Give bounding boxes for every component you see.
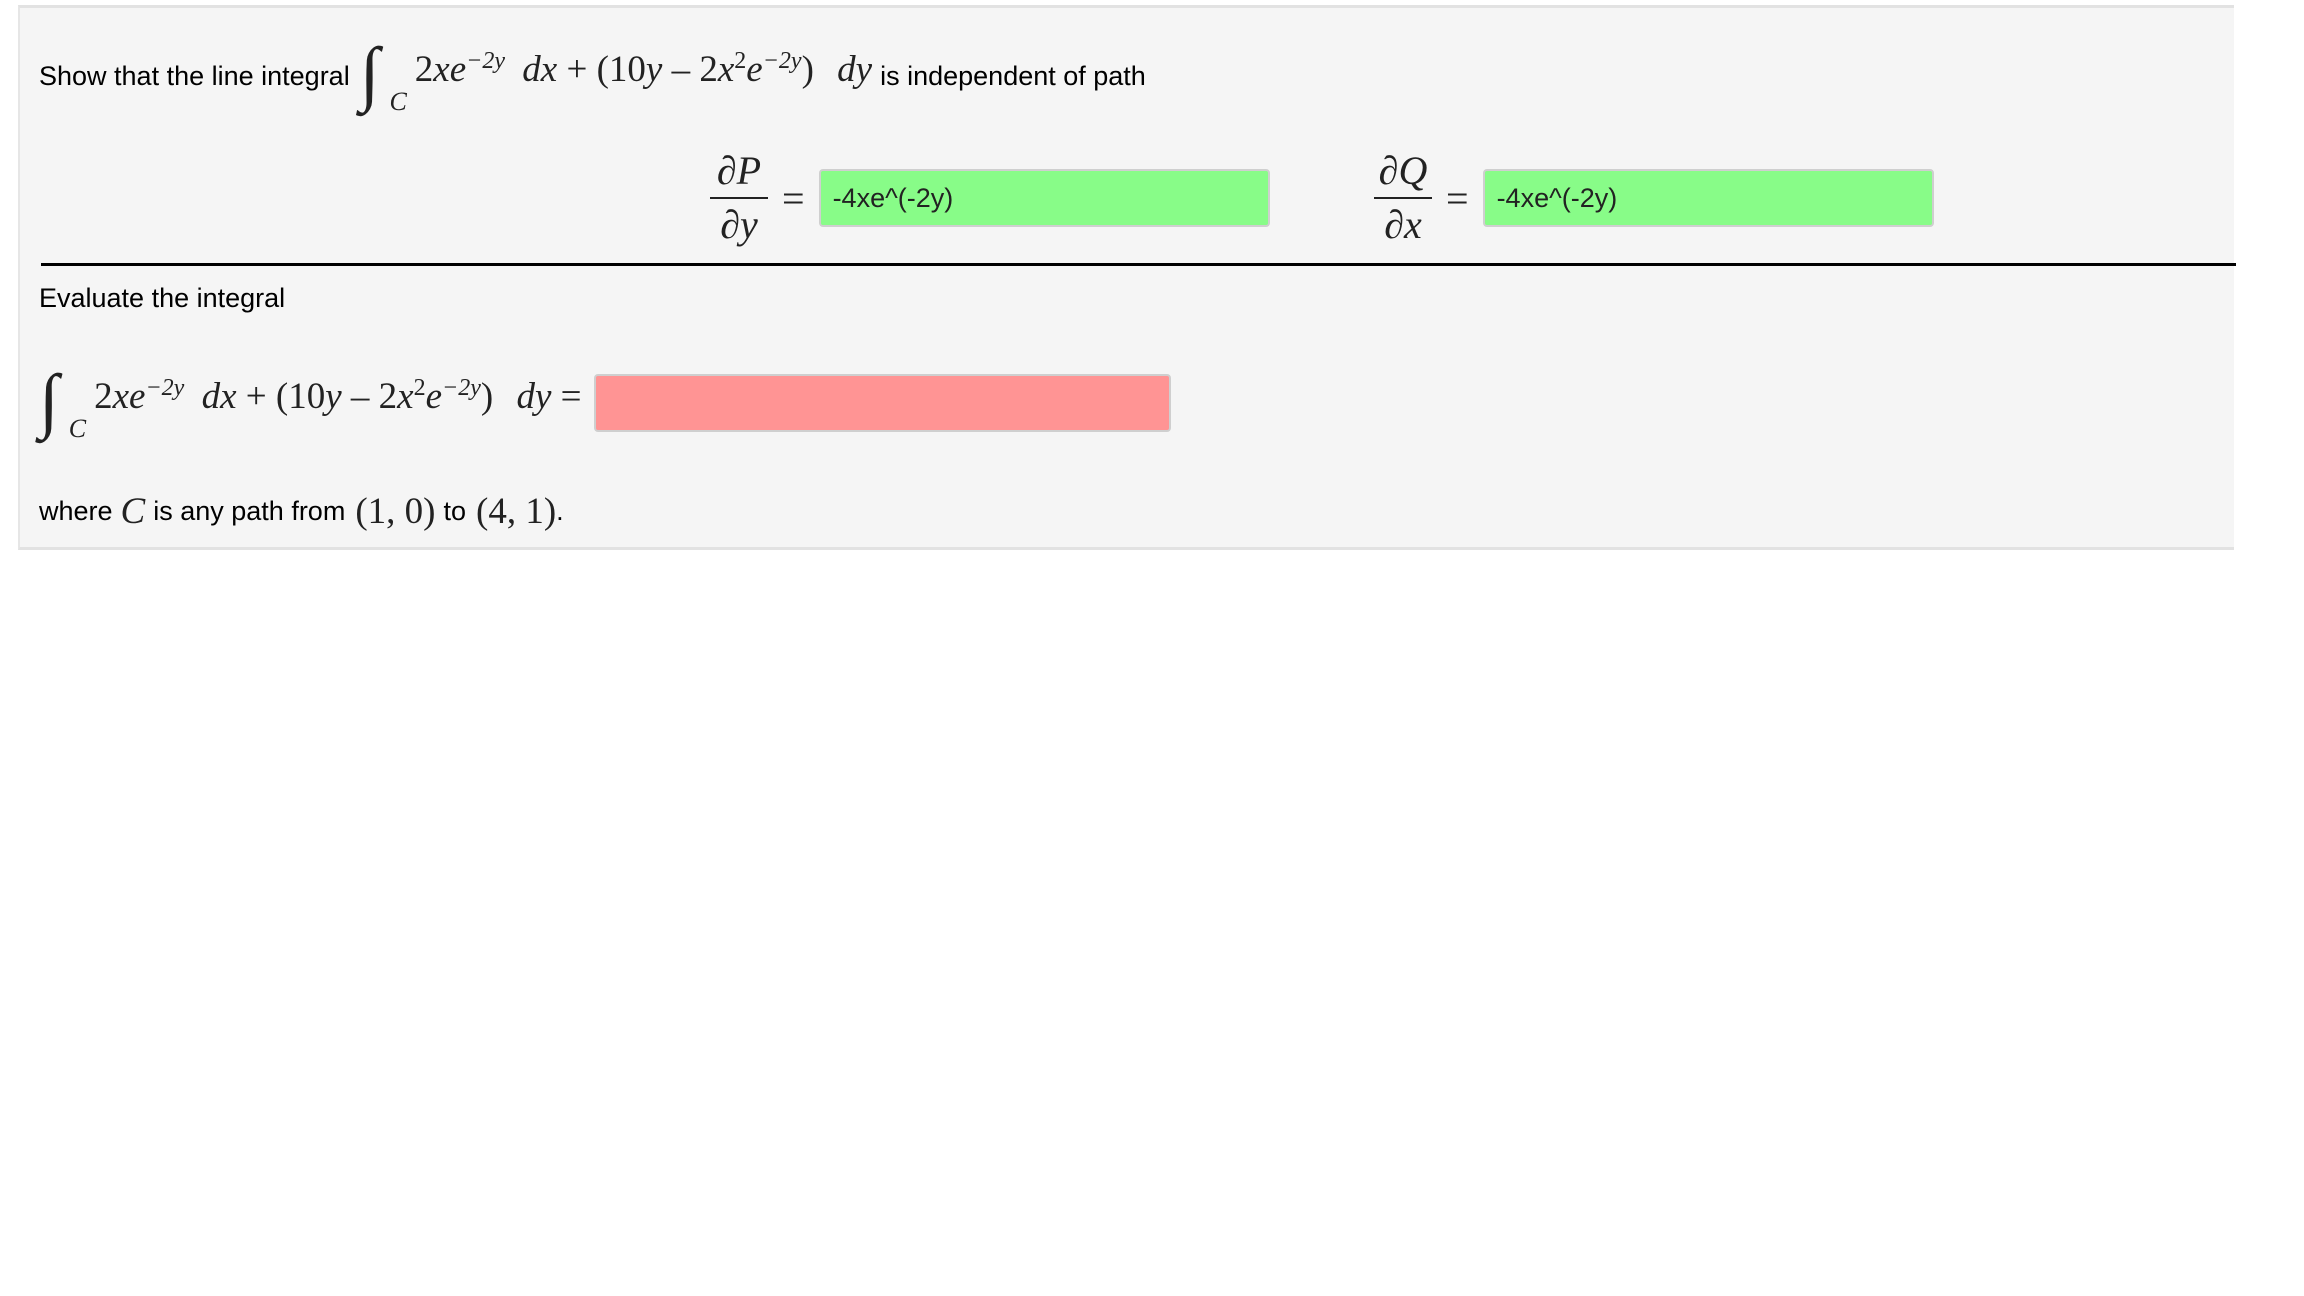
math-term: x [433,49,450,91]
dQ-dx-row: ∂Q ∂x = -4xe^(-2y) [1374,148,1934,248]
integral-sign: ∫ [39,360,59,441]
equals-sign: = [782,175,805,221]
math-term: dy [837,49,873,91]
math-operator: – [350,376,370,418]
question-statement: Show that the line integral ∫ C2xe−2y dx … [39,26,1146,126]
math-term: e [449,49,467,91]
math-paren: ( [596,49,609,91]
math-term: e [425,376,443,418]
math-term: e [129,376,146,418]
math-term: 2 [94,376,113,418]
curve-symbol: C [120,491,146,532]
start-point: (1, 0) [355,491,436,532]
math-operator: – [671,49,691,91]
path-text: is any path from [153,496,346,526]
evaluate-row: ∫ C2xe−2y dx + (10y – 2x2e−2y) dy = [39,348,1171,458]
math-paren: ( [275,376,289,418]
period: . [556,496,564,526]
math-operator: + [566,49,588,91]
integral-subscript: C [389,86,407,116]
math-term: e [746,49,763,91]
math-paren: ) [801,49,814,91]
fraction-denominator: ∂x [1384,202,1422,247]
integral-sign: ∫ [359,33,380,114]
dP-dy-input[interactable]: -4xe^(-2y) [818,169,1270,227]
fraction-bar [710,197,768,199]
math-term: dx [201,376,237,418]
math-term: 2 [699,49,718,91]
math-term: 10 [288,376,326,418]
fraction-numerator: ∂Q [1378,148,1428,193]
dQ-dx-value: -4xe^(-2y) [1496,182,1618,213]
math-term: 2 [414,49,434,91]
math-exponent: −2y [762,48,802,75]
math-exponent: −2y [145,375,185,402]
equals-sign: = [560,376,582,418]
end-point: (4, 1) [476,491,557,532]
line-integral-expression: ∫ C2xe−2y dx + (10y – 2x2e−2y) dy = [39,364,582,442]
math-term: 2 [378,376,398,418]
math-term: x [717,49,735,91]
math-exponent: −2y [442,375,481,402]
math-term: dy [516,376,552,418]
fraction-denominator: ∂y [720,202,758,247]
dP-dy-fraction: ∂P ∂y [710,148,768,248]
math-operator: + [245,376,267,418]
statement-prefix: Show that the line integral [39,60,350,91]
dP-dy-value: -4xe^(-2y) [832,182,954,213]
math-exponent: 2 [734,48,747,75]
to-text: to [443,496,467,526]
section-divider [41,263,2236,266]
fraction-numerator: ∂P [716,148,762,193]
statement-suffix: is independent of path [880,60,1146,91]
math-term: x [112,376,130,418]
integral-answer-input[interactable] [593,374,1171,432]
math-exponent: 2 [413,375,426,402]
equals-sign: = [1446,175,1469,221]
where-text: where [39,496,113,526]
math-term: 10 [608,49,646,91]
math-exponent: −2y [466,48,506,75]
math-term: dx [522,49,558,91]
math-term: x [397,376,414,418]
dP-dy-row: ∂P ∂y = -4xe^(-2y) [710,148,1270,248]
fraction-bar [1374,197,1432,199]
path-condition: where C is any path from (1, 0) to (4, 1… [39,490,564,533]
integral-subscript: C [68,413,87,443]
math-term: y [325,376,342,418]
dQ-dx-fraction: ∂Q ∂x [1374,148,1432,248]
evaluate-heading: Evaluate the integral [39,283,286,313]
question-panel: Show that the line integral ∫ C2xe−2y dx … [18,5,2236,550]
dQ-dx-input[interactable]: -4xe^(-2y) [1482,169,1934,227]
math-term: y [645,49,663,91]
line-integral-expression: ∫ C2xe−2y dx + (10y – 2x2e−2y) dy [360,37,872,115]
math-paren: ) [480,376,494,418]
